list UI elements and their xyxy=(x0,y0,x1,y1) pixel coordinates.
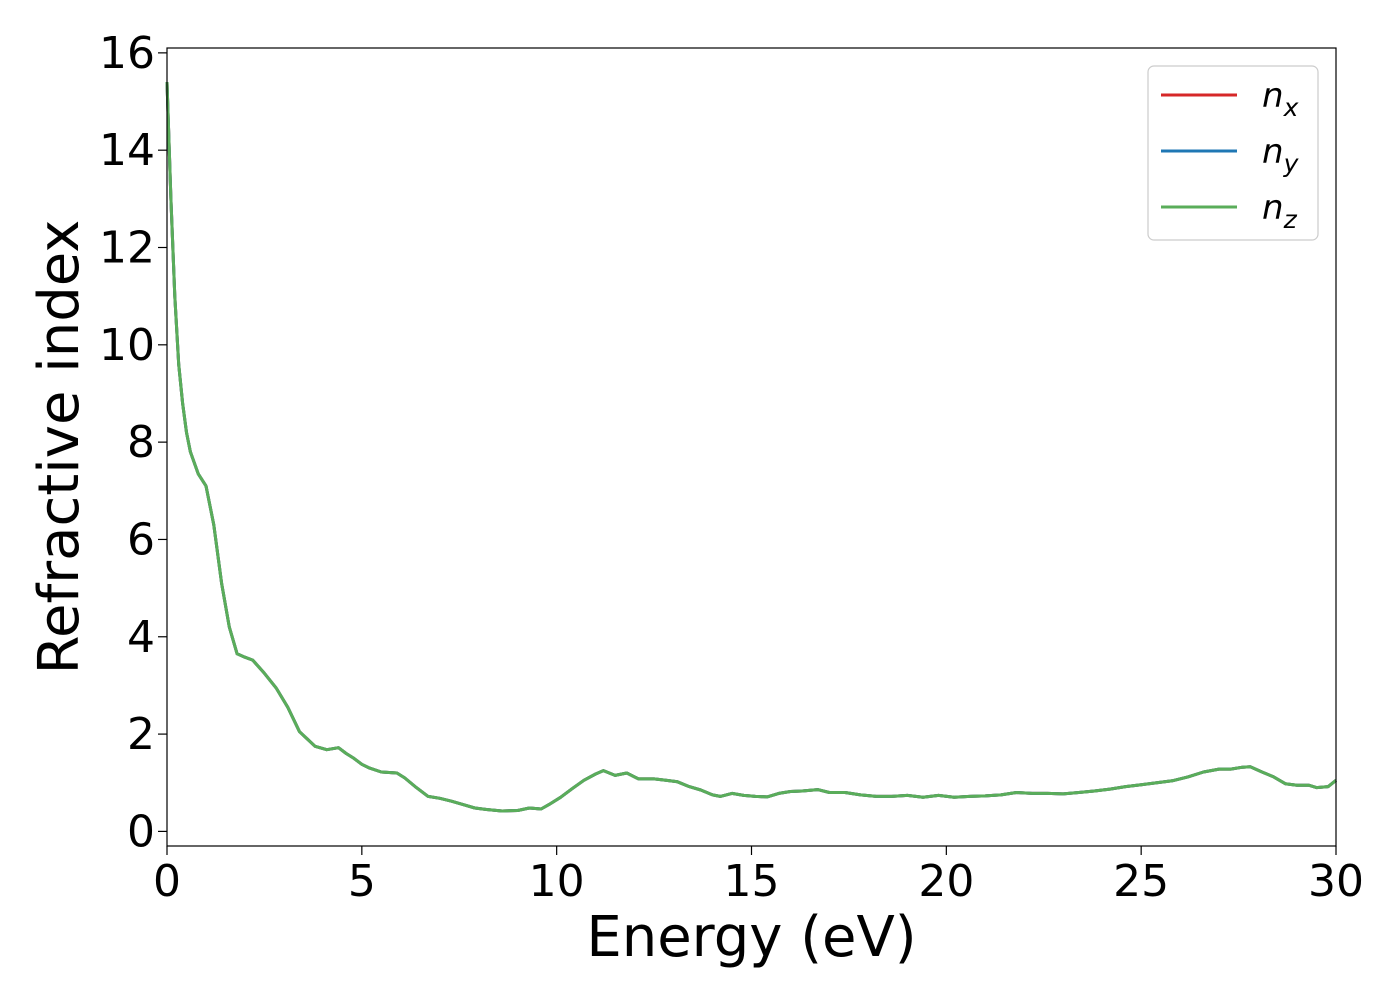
y-tick-label: 0 xyxy=(127,806,155,857)
legend: nx ny nz xyxy=(1147,65,1319,241)
plot-area xyxy=(165,82,1337,813)
legend-entry: nz xyxy=(1262,188,1298,234)
y-tick-label: 2 xyxy=(127,709,155,760)
y-tick-label: 6 xyxy=(127,514,155,565)
y-tick-label: 12 xyxy=(99,223,155,274)
x-tick-label: 30 xyxy=(1308,856,1364,907)
axis-ticks: 0 5 10 15 20 25 30 0 2 4 6 8 10 12 14 16 xyxy=(99,28,1364,907)
y-tick-label: 14 xyxy=(99,125,155,176)
y-tick-label: 16 xyxy=(99,28,155,79)
x-tick-label: 5 xyxy=(348,856,376,907)
x-tick-label: 10 xyxy=(529,856,585,907)
y-tick-label: 10 xyxy=(99,320,155,371)
x-tick-label: 15 xyxy=(724,856,780,907)
legend-box xyxy=(1147,65,1319,241)
x-tick-label: 20 xyxy=(918,856,974,907)
y-tick-label: 4 xyxy=(127,612,155,663)
series-line-n_z xyxy=(165,82,1337,813)
y-tick-label: 8 xyxy=(127,417,155,468)
x-axis-label: Energy (eV) xyxy=(586,905,916,970)
y-axis-label: Refractive index xyxy=(27,220,92,675)
legend-entry: ny xyxy=(1262,132,1300,178)
x-tick-label: 0 xyxy=(153,856,181,907)
x-tick-label: 25 xyxy=(1113,856,1169,907)
legend-entry: nx xyxy=(1262,76,1299,122)
